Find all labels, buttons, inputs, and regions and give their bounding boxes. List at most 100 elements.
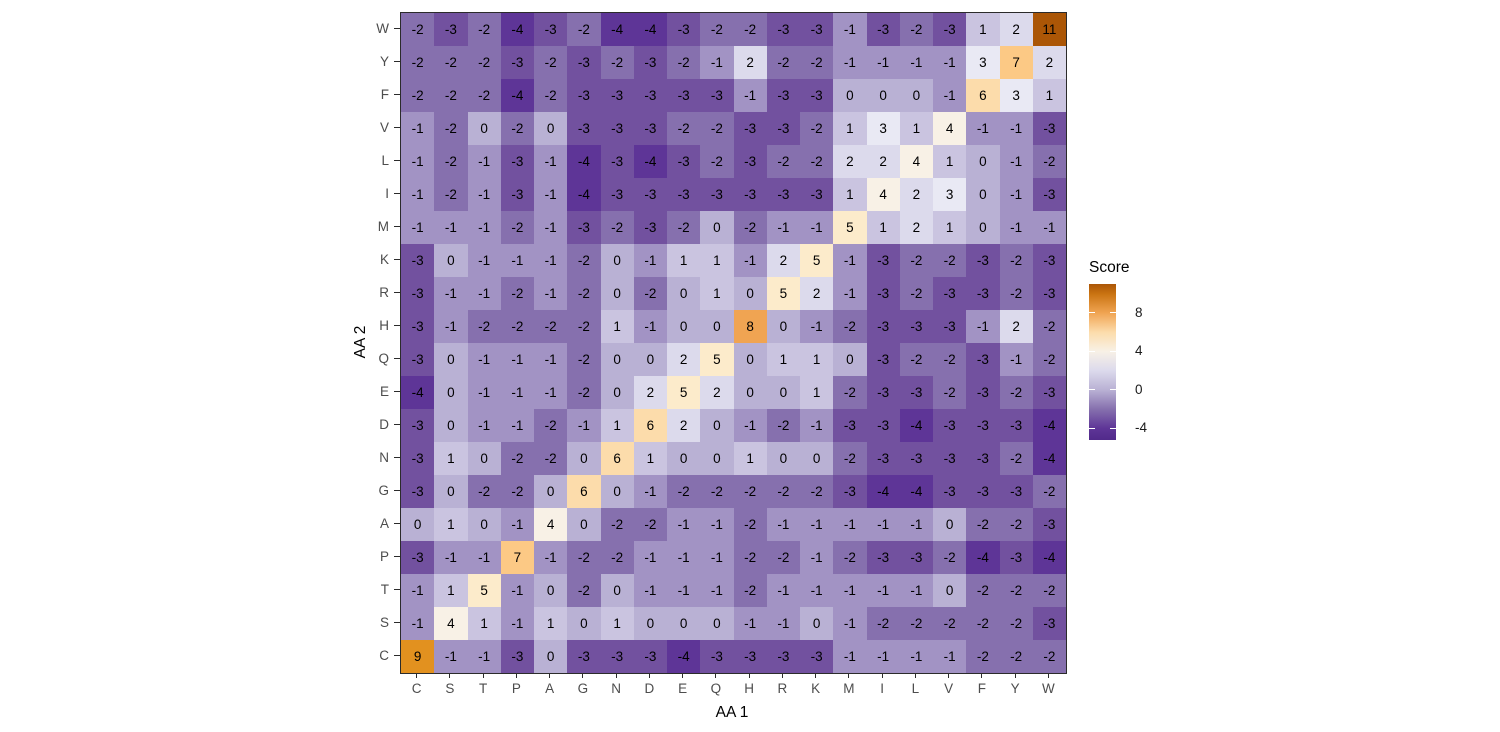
- heatmap-cell: -2: [567, 310, 601, 343]
- heatmap-cell: -2: [534, 46, 568, 79]
- heatmap-cell: -3: [866, 13, 900, 46]
- heatmap-cell: -3: [866, 409, 900, 442]
- heatmap-cell: -2: [567, 277, 601, 310]
- heatmap-cell: -2: [933, 343, 967, 376]
- heatmap-cell: -1: [434, 277, 468, 310]
- heatmap-cell: -3: [866, 277, 900, 310]
- x-axis-tick-label: H: [744, 681, 754, 696]
- heatmap-cell: -3: [633, 46, 667, 79]
- legend-tick-mark: [1089, 312, 1095, 314]
- heatmap-cell: -2: [933, 607, 967, 640]
- heatmap-cell: -2: [700, 475, 734, 508]
- heatmap-cell: -3: [567, 211, 601, 244]
- heatmap-cell: 2: [999, 310, 1033, 343]
- legend-tick-mark: [1110, 350, 1116, 352]
- heatmap-cell: -1: [833, 574, 867, 607]
- heatmap-cell: 0: [567, 508, 601, 541]
- heatmap-cell: 6: [567, 475, 601, 508]
- heatmap-cell: -1: [899, 574, 933, 607]
- heatmap-cell: -3: [401, 343, 435, 376]
- y-axis-tick: [394, 457, 400, 458]
- heatmap-cell: 2: [633, 376, 667, 409]
- heatmap-cell: 1: [434, 574, 468, 607]
- heatmap-cell: -3: [966, 376, 1000, 409]
- heatmap-cell: -3: [766, 13, 800, 46]
- heatmap-cell: -1: [733, 607, 767, 640]
- heatmap-cell: 0: [600, 277, 634, 310]
- heatmap-cell: -1: [500, 574, 534, 607]
- heatmap-cell: -2: [899, 13, 933, 46]
- x-axis-title: AA 1: [715, 704, 749, 721]
- heatmap-cell: -1: [500, 244, 534, 277]
- x-axis-tick-label: G: [577, 681, 589, 696]
- heatmap-cell: 0: [899, 79, 933, 112]
- heatmap-cell: -4: [1032, 541, 1066, 574]
- heatmap-cell: 3: [999, 79, 1033, 112]
- heatmap-cell: -1: [800, 574, 834, 607]
- x-axis-tick: [914, 673, 916, 678]
- heatmap-cell: -3: [733, 112, 767, 145]
- heatmap-cell: -3: [633, 640, 667, 673]
- heatmap-cell: -2: [866, 607, 900, 640]
- heatmap-cell: -3: [600, 640, 634, 673]
- heatmap-cell: 0: [966, 145, 1000, 178]
- heatmap-cell: -3: [833, 475, 867, 508]
- heatmap-cell: -2: [999, 607, 1033, 640]
- heatmap-cell: -1: [766, 574, 800, 607]
- legend-tick-mark: [1110, 312, 1116, 314]
- heatmap-cell: -3: [966, 409, 1000, 442]
- y-axis-tick-label: V: [379, 119, 389, 135]
- heatmap-cell: 0: [633, 607, 667, 640]
- heatmap-cell: -2: [966, 574, 1000, 607]
- heatmap-cell: 0: [766, 442, 800, 475]
- heatmap-cell: -2: [434, 112, 468, 145]
- y-axis-tick: [394, 226, 400, 227]
- heatmap-cell: -2: [733, 13, 767, 46]
- heatmap-cell: -3: [999, 541, 1033, 574]
- heatmap-cell: -2: [1032, 343, 1066, 376]
- heatmap-cell: 2: [667, 409, 701, 442]
- heatmap-cell: -3: [667, 145, 701, 178]
- heatmap-cell: -3: [933, 475, 967, 508]
- heatmap-cell: -3: [933, 442, 967, 475]
- y-axis-tick: [394, 61, 400, 62]
- heatmap-cell: -3: [800, 79, 834, 112]
- heatmap-cell: 1: [467, 607, 501, 640]
- heatmap-cell: -1: [866, 640, 900, 673]
- heatmap-cell: -1: [966, 112, 1000, 145]
- heatmap-cell: 1: [833, 112, 867, 145]
- heatmap-cell: -3: [999, 475, 1033, 508]
- heatmap-cell: 0: [700, 442, 734, 475]
- heatmap-cell: -3: [434, 13, 468, 46]
- heatmap-cell: -3: [800, 13, 834, 46]
- heatmap-cell: -1: [500, 607, 534, 640]
- legend-tick-label: 4: [1135, 343, 1143, 359]
- heatmap-cell: -2: [800, 475, 834, 508]
- heatmap-cell: 4: [866, 178, 900, 211]
- heatmap-cell: -1: [833, 508, 867, 541]
- heatmap-cell: -4: [899, 409, 933, 442]
- x-axis-tick: [1014, 673, 1016, 678]
- heatmap-cell: 0: [633, 343, 667, 376]
- heatmap-cell: -2: [999, 508, 1033, 541]
- heatmap-cell: 0: [567, 607, 601, 640]
- heatmap-cell: -2: [766, 46, 800, 79]
- heatmap-cell: -1: [467, 244, 501, 277]
- heatmap-cell: 0: [434, 244, 468, 277]
- heatmap-cell: -2: [667, 211, 701, 244]
- heatmap-cell: -1: [933, 46, 967, 79]
- heatmap-cell: -3: [401, 277, 435, 310]
- heatmap-cell: -3: [899, 310, 933, 343]
- heatmap-cell: -4: [667, 640, 701, 673]
- heatmap-cell: -3: [600, 112, 634, 145]
- y-axis-tick: [394, 94, 400, 95]
- heatmap-cell: 2: [800, 277, 834, 310]
- heatmap-cell: -2: [999, 442, 1033, 475]
- heatmap-cell: 7: [500, 541, 534, 574]
- heatmap-cell: -2: [800, 145, 834, 178]
- y-axis-tick: [394, 160, 400, 161]
- x-axis-tick-label: N: [611, 681, 621, 696]
- heatmap-cell: -1: [534, 541, 568, 574]
- heatmap-cell: -2: [999, 277, 1033, 310]
- heatmap-cell: -1: [401, 211, 435, 244]
